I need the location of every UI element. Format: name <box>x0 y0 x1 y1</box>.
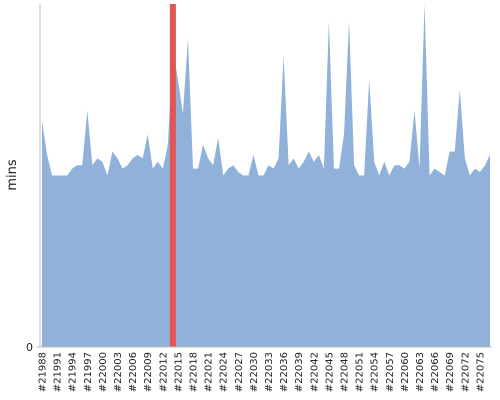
x-tick-label: #22060 <box>400 352 411 392</box>
x-tick-label: #22063 <box>415 352 426 392</box>
x-tick-label: #21988 <box>38 352 49 392</box>
x-tick-label: #22012 <box>158 352 169 392</box>
x-tick-label: #22000 <box>98 352 109 392</box>
x-tick-label: #22057 <box>385 352 396 392</box>
x-tick-label: #22054 <box>370 352 381 392</box>
x-tick-label: #21997 <box>83 352 94 392</box>
x-tick-label: #22045 <box>324 352 335 392</box>
x-tick-label: #22066 <box>430 352 441 392</box>
x-tick-label: #22039 <box>294 352 305 392</box>
x-tick-label: #22009 <box>143 352 154 392</box>
x-tick-label: #22042 <box>309 352 320 392</box>
x-tick-label: #22024 <box>219 352 230 392</box>
x-tick-label: #22051 <box>355 352 366 392</box>
x-tick-label: #22069 <box>445 352 456 392</box>
area <box>42 4 490 347</box>
x-tick-label: #22015 <box>173 352 184 392</box>
x-tick-label: #22027 <box>234 352 245 392</box>
x-tick-label: #22033 <box>264 352 275 392</box>
x-tick-label: #22003 <box>113 352 124 392</box>
y-axis-label: mins <box>5 159 20 191</box>
x-tick-label: #22072 <box>460 352 471 392</box>
highlight-marker <box>169 4 176 347</box>
x-tick-label: #22030 <box>249 352 260 392</box>
x-tick-label: #22075 <box>475 352 486 392</box>
x-tick-label: #22048 <box>340 352 351 392</box>
x-tick-label: #22021 <box>204 352 215 392</box>
x-tick-label: #22006 <box>128 352 139 392</box>
x-tick-label: #22036 <box>279 352 290 392</box>
x-tick-label: #22018 <box>189 352 200 392</box>
y-tick-label: 0 <box>26 341 33 354</box>
x-tick-label: #21994 <box>68 352 79 392</box>
x-tick-label: #21991 <box>53 352 64 392</box>
